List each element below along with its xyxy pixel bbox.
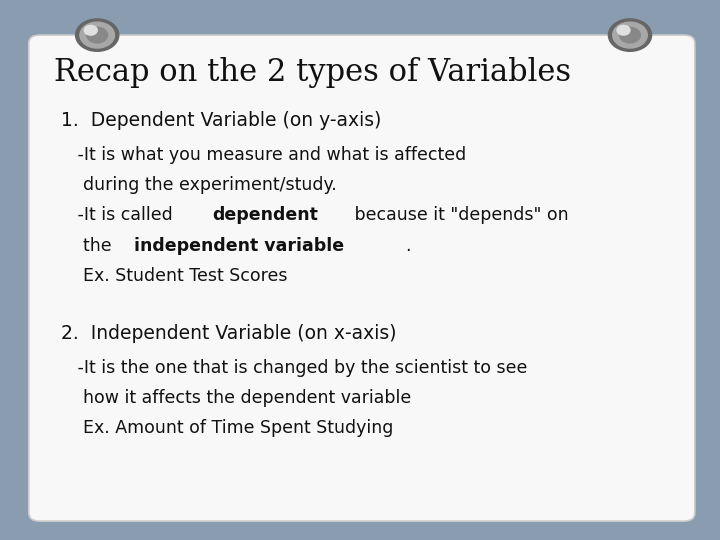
Text: the: the (61, 237, 117, 254)
Text: -It is the one that is changed by the scientist to see: -It is the one that is changed by the sc… (61, 359, 528, 377)
Text: -It is what you measure and what is affected: -It is what you measure and what is affe… (61, 146, 467, 164)
Text: how it affects the dependent variable: how it affects the dependent variable (61, 389, 411, 407)
Circle shape (84, 25, 97, 35)
Text: independent variable: independent variable (134, 237, 343, 254)
Circle shape (87, 28, 107, 43)
Text: .: . (405, 237, 410, 254)
Circle shape (617, 25, 630, 35)
Circle shape (613, 22, 647, 48)
Text: 2.  Independent Variable (on x-axis): 2. Independent Variable (on x-axis) (61, 324, 397, 343)
FancyBboxPatch shape (29, 35, 695, 521)
Text: Ex. Amount of Time Spent Studying: Ex. Amount of Time Spent Studying (61, 419, 394, 437)
Circle shape (608, 19, 652, 51)
Text: 1.  Dependent Variable (on y-axis): 1. Dependent Variable (on y-axis) (61, 111, 382, 130)
Circle shape (80, 22, 114, 48)
Text: Ex. Student Test Scores: Ex. Student Test Scores (61, 267, 288, 285)
Text: because it "depends" on: because it "depends" on (349, 206, 569, 224)
Text: Recap on the 2 types of Variables: Recap on the 2 types of Variables (54, 57, 571, 87)
Text: -It is called: -It is called (61, 206, 179, 224)
Text: during the experiment/study.: during the experiment/study. (61, 176, 337, 193)
Circle shape (620, 28, 640, 43)
Circle shape (76, 19, 119, 51)
Text: dependent: dependent (212, 206, 318, 224)
